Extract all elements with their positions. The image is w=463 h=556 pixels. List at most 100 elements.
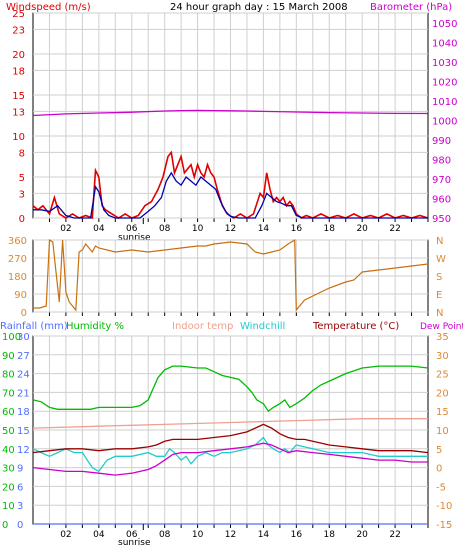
y-tick-label: 0	[19, 214, 25, 225]
y2-tick-label: 0	[436, 464, 442, 475]
series-line	[32, 150, 429, 220]
y-tick-label: 20	[12, 50, 25, 61]
x-tick-label: 04	[93, 224, 105, 234]
x-tick-label: 22	[389, 530, 400, 540]
x-tick-label: 20	[356, 224, 368, 234]
x-tick-label: 16	[291, 224, 303, 234]
windchill-label: Windchill	[240, 321, 285, 332]
humidity-tick-label: 100	[2, 332, 21, 343]
x-tick-label: 08	[159, 530, 171, 540]
direction-label: N	[436, 236, 443, 247]
rainfall-axis-label: Rainfall (mm)	[0, 321, 68, 332]
rainfall-tick-label: 9	[17, 464, 23, 475]
y-tick-label: 8	[19, 148, 25, 159]
y2-tick-label: 950	[432, 214, 451, 225]
temperature-axis-label: Temperature (°C)	[312, 321, 399, 332]
humidity-tick-label: 50	[2, 426, 15, 437]
y-tick-label: 270	[8, 254, 27, 265]
y-tick-label: 23	[12, 25, 25, 36]
humidity-tick-label: 90	[2, 351, 15, 362]
series-line	[32, 436, 428, 473]
x-tick-label: 20	[356, 530, 368, 540]
direction-label: S	[436, 272, 442, 283]
y2-tick-label: 980	[432, 155, 451, 166]
x-tick-label: 22	[389, 224, 400, 234]
x-tick-label: 10	[192, 530, 204, 540]
direction-label: N	[436, 308, 443, 319]
rainfall-tick-label: 24	[17, 370, 30, 381]
rainfall-tick-label: 6	[17, 482, 23, 493]
humidity-tick-label: 0	[2, 520, 8, 531]
y-tick-label: 90	[14, 290, 27, 301]
series-line	[32, 365, 429, 413]
y2-tick-label: -10	[436, 501, 452, 512]
series-line	[33, 238, 429, 312]
y-tick-label: 10	[12, 132, 25, 143]
x-tick-label: 06	[126, 530, 138, 540]
y2-tick-label: -5	[436, 482, 446, 493]
humidity-tick-label: 70	[2, 388, 15, 399]
series-line	[32, 418, 428, 429]
series-line	[32, 423, 429, 454]
y2-tick-label: 20	[436, 388, 449, 399]
humidity-axis-label: Humidity %	[66, 321, 124, 332]
series-line	[32, 442, 428, 476]
y2-tick-label: 1020	[432, 77, 457, 88]
y2-tick-label: 970	[432, 175, 451, 186]
graph-title: 24 hour graph day : 15 March 2008	[170, 2, 348, 13]
x-tick-label: 12	[225, 530, 236, 540]
y2-tick-label: 960	[432, 194, 451, 205]
indoor-temp-label: Indoor temp	[172, 321, 233, 332]
y2-tick-label: 1030	[432, 58, 457, 69]
x-tick-label: 12	[225, 224, 236, 234]
rainfall-tick-label: 21	[17, 388, 30, 399]
x-tick-label: 16	[291, 530, 303, 540]
y-tick-label: 180	[8, 272, 27, 283]
y2-tick-label: 1050	[432, 19, 457, 30]
y2-tick-label: 30	[436, 351, 449, 362]
rainfall-tick-label: 18	[17, 407, 30, 418]
humidity-tick-label: 80	[2, 370, 15, 381]
x-tick-label: 08	[159, 224, 171, 234]
humidity-tick-label: 20	[2, 482, 15, 493]
y2-tick-label: 25	[436, 370, 449, 381]
x-tick-label: 02	[60, 224, 71, 234]
x-tick-label: 14	[258, 224, 270, 234]
y-tick-label: 3	[19, 189, 25, 200]
y2-tick-label: 5	[436, 445, 442, 456]
humidity-tick-label: 40	[2, 445, 15, 456]
x-tick-label: 14	[258, 530, 270, 540]
dewpoint-axis-label: Dew Point	[420, 322, 463, 332]
series-line	[32, 109, 429, 117]
y-tick-label: 0	[21, 308, 27, 319]
y-tick-label: 5	[19, 173, 25, 184]
x-tick-label: 04	[93, 530, 105, 540]
rainfall-tick-label: 30	[17, 332, 30, 343]
rainfall-tick-label: 3	[17, 501, 23, 512]
y-tick-label: 360	[8, 236, 27, 247]
windspeed-axis-label: Windspeed (m/s)	[6, 2, 91, 13]
y2-tick-label: 35	[436, 332, 449, 343]
y-tick-label: 25	[12, 9, 25, 20]
y2-tick-label: 15	[436, 407, 449, 418]
rainfall-tick-label: 15	[17, 426, 30, 437]
rainfall-tick-label: 12	[17, 445, 30, 456]
y-tick-label: 13	[12, 107, 25, 118]
x-tick-label: 02	[60, 530, 71, 540]
y2-tick-label: 1040	[432, 38, 457, 49]
humidity-tick-label: 30	[2, 464, 15, 475]
y2-tick-label: 10	[436, 426, 449, 437]
y2-tick-label: 990	[432, 136, 451, 147]
y-tick-label: 15	[12, 91, 25, 102]
sunrise-label: sunrise	[118, 538, 151, 548]
x-tick-label: 06	[126, 224, 138, 234]
direction-label: E	[436, 290, 442, 301]
x-tick-label: 10	[192, 224, 204, 234]
rainfall-tick-label: 0	[17, 520, 23, 531]
y2-tick-label: 1010	[432, 97, 457, 108]
x-tick-label: 18	[324, 530, 336, 540]
humidity-tick-label: 60	[2, 407, 15, 418]
series-line	[33, 171, 428, 219]
y2-tick-label: -15	[436, 520, 452, 531]
